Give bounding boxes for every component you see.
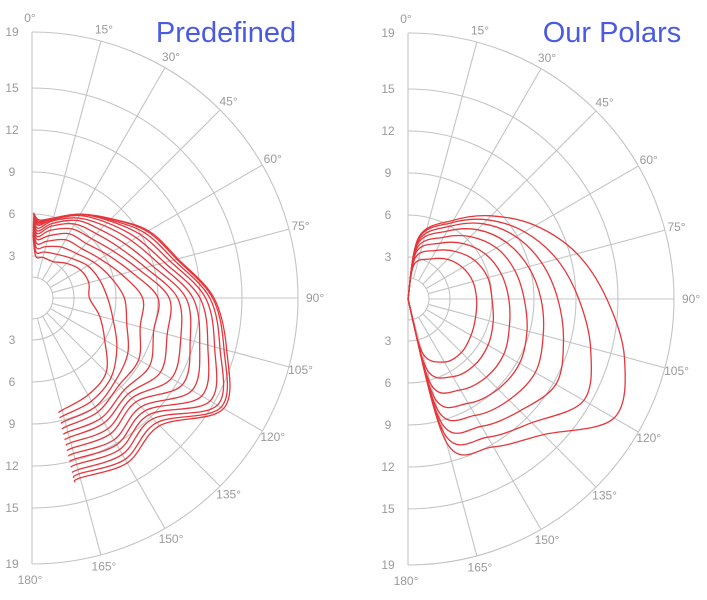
radial-tick-label: 19 (5, 25, 19, 39)
radial-tick-label: 15 (5, 81, 19, 95)
radial-tick-label: 9 (9, 165, 16, 179)
polar-curve (32, 217, 201, 457)
radial-tick-label: 6 (385, 376, 392, 390)
radial-tick-label: 15 (381, 502, 395, 516)
angle-spoke (49, 308, 263, 432)
polar-chart-predefined: Predefined 0° 15° 30° 45° 60° 75° 90° 105° 120° 1… (5, 11, 324, 587)
angle-tick-label: 0° (24, 11, 36, 25)
angle-tick-label: 90° (682, 292, 700, 306)
radial-tick-label: 6 (9, 375, 16, 389)
radial-tick-label: 3 (385, 250, 392, 264)
polar-curve (407, 228, 545, 422)
radial-tick-label: 12 (381, 124, 395, 138)
polar-curve (32, 226, 145, 430)
polar-curve (407, 222, 565, 434)
radial-tick-label: 3 (385, 334, 392, 348)
radial-tick-label: 3 (9, 333, 16, 347)
polar-curve (32, 223, 172, 441)
angle-spoke (412, 319, 478, 557)
curve-series (407, 214, 626, 456)
angle-tick-label: 60° (640, 153, 658, 167)
radial-tick-label: 6 (9, 207, 16, 221)
curve-series (32, 212, 231, 483)
radial-tick-label: 15 (5, 501, 19, 515)
polar-curve (32, 225, 160, 435)
angle-tick-label: 0° (400, 12, 412, 26)
angle-spoke (428, 229, 666, 295)
angle-tick-label: 15° (471, 23, 489, 37)
polar-curve (407, 234, 528, 409)
angle-tick-label: 30° (538, 51, 556, 65)
angle-tick-label: 15° (95, 22, 113, 36)
polar-curve (32, 229, 130, 425)
angle-spoke (425, 309, 639, 433)
panel-title-predefined: Predefined (156, 17, 296, 49)
radial-ring (31, 276, 54, 320)
angle-spoke (425, 165, 639, 289)
angle-tick-label: 165° (468, 561, 493, 575)
polar-curve (32, 222, 183, 446)
polar-curve (407, 257, 478, 363)
angle-tick-label: 75° (291, 219, 309, 233)
polar-curve (32, 214, 210, 463)
angle-spoke (418, 316, 542, 530)
angle-tick-label: 60° (264, 152, 282, 166)
radial-tick-label: 12 (381, 460, 395, 474)
angle-tick-label: 105° (288, 363, 313, 377)
polar-curve (32, 219, 192, 452)
radial-tick-label: 9 (9, 417, 16, 431)
angle-spoke (42, 315, 166, 529)
angle-tick-label: 120° (636, 431, 661, 445)
polar-chart-our-polars: Our Polars 0° 15° 30° 45° 60° 75° 90° 105° 120° 1… (381, 12, 700, 588)
polar-curve (407, 218, 593, 446)
angle-tick-label: 165° (92, 560, 117, 574)
angle-spoke (42, 67, 166, 281)
angle-tick-label: 90° (306, 291, 324, 305)
angle-tick-label: 105° (664, 364, 689, 378)
angle-spoke (418, 68, 542, 282)
polar-curve (407, 214, 626, 456)
angle-spoke (46, 109, 221, 284)
polar-grid (31, 31, 299, 565)
panel-title-our-polars: Our Polars (543, 17, 682, 49)
angle-spoke (412, 41, 478, 279)
angle-tick-label: 45° (595, 95, 613, 109)
angle-tick-label: 135° (592, 489, 617, 503)
angle-tick-label: 75° (667, 220, 685, 234)
angle-spoke (428, 303, 666, 369)
radial-tick-label: 6 (385, 208, 392, 222)
polar-curve (32, 212, 231, 483)
radial-tick-label: 12 (5, 459, 19, 473)
polar-curve (32, 234, 108, 414)
angle-tick-label: 180° (18, 573, 43, 587)
radial-tick-label: 19 (381, 26, 395, 40)
angle-tick-label: 150° (159, 532, 184, 546)
angle-tick-label: 30° (162, 50, 180, 64)
polar-curve (407, 249, 495, 379)
angle-spoke (36, 318, 102, 556)
angle-spoke (36, 40, 102, 278)
angle-spoke (422, 110, 597, 285)
polar-grid (407, 32, 675, 566)
radial-tick-label: 19 (5, 557, 19, 571)
angle-tick-label: 45° (219, 94, 237, 108)
radial-tick-label: 9 (385, 418, 392, 432)
polar-curve (32, 232, 118, 419)
angle-tick-label: 150° (535, 533, 560, 547)
radial-tick-label: 15 (381, 82, 395, 96)
polar-curve (407, 241, 511, 394)
radial-tick-label: 19 (381, 558, 395, 572)
angle-spoke (52, 302, 290, 368)
radial-tick-label: 12 (5, 123, 19, 137)
radial-tick-label: 9 (385, 166, 392, 180)
radial-tick-label: 3 (9, 249, 16, 263)
angle-spoke (46, 312, 221, 487)
angle-tick-label: 120° (260, 430, 285, 444)
angle-spoke (49, 164, 263, 288)
angle-tick-label: 135° (216, 488, 241, 502)
angle-tick-label: 180° (394, 574, 419, 588)
angle-spoke (422, 313, 597, 488)
